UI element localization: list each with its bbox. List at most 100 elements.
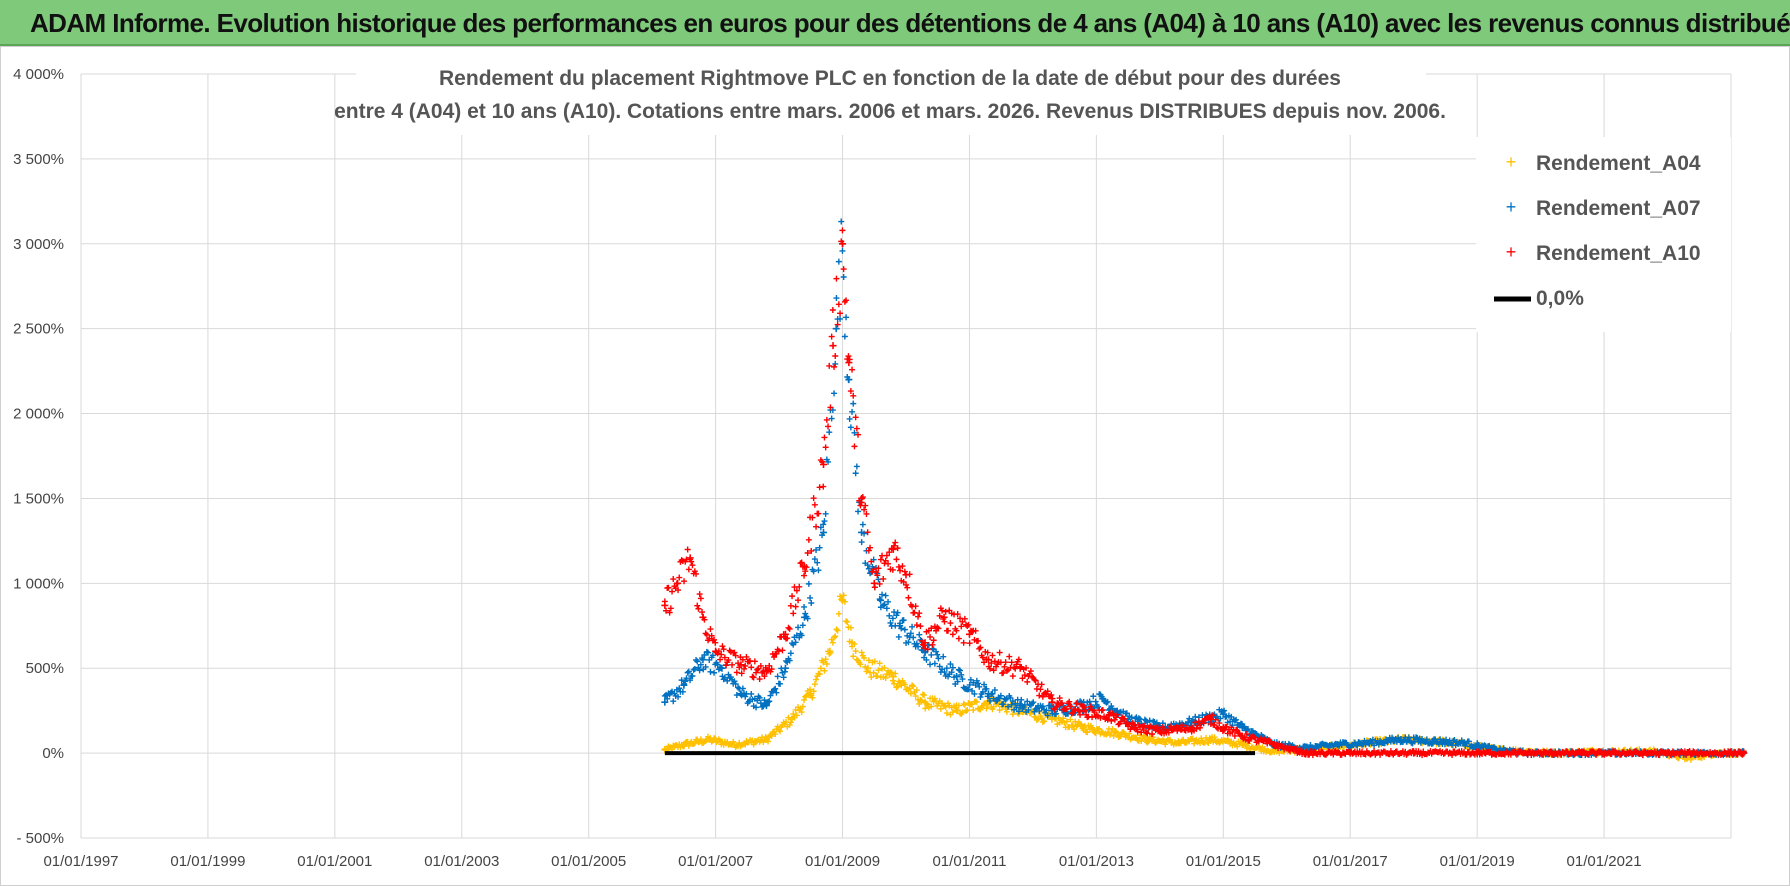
data-point: [963, 707, 970, 714]
data-point: [981, 681, 988, 688]
data-point: [877, 556, 884, 563]
data-point: [894, 545, 901, 552]
data-point: [1121, 715, 1128, 722]
data-point: [1032, 677, 1039, 684]
x-tick-label: 01/01/2015: [1186, 853, 1261, 870]
data-point: [1108, 729, 1115, 736]
data-point: [915, 643, 922, 650]
data-point: [1191, 740, 1198, 747]
x-tick-label: 01/01/1997: [43, 853, 118, 870]
data-point: [975, 680, 982, 687]
legend-label-a04: Rendement_A04: [1536, 152, 1701, 175]
data-point: [1246, 737, 1253, 744]
data-point: [819, 532, 826, 539]
data-point: [699, 609, 706, 616]
data-point: [917, 636, 924, 643]
data-point: [861, 530, 868, 537]
data-point: [810, 688, 817, 695]
data-point: [679, 688, 686, 695]
data-point: [792, 603, 799, 610]
data-point: [826, 650, 833, 657]
data-point: [826, 362, 833, 369]
data-point: [977, 644, 984, 651]
data-point: [1015, 656, 1022, 663]
data-point: [939, 607, 946, 614]
data-point: [1053, 710, 1060, 717]
data-point: [1465, 738, 1472, 745]
data-point: [917, 696, 924, 703]
data-point: [907, 630, 914, 637]
data-point: [910, 634, 917, 641]
data-point: [765, 699, 772, 706]
data-point: [754, 666, 761, 673]
data-point: [949, 664, 956, 671]
data-point: [864, 529, 871, 536]
data-point: [709, 652, 716, 659]
data-point: [870, 669, 877, 676]
data-point: [1095, 703, 1102, 710]
data-point: [891, 680, 898, 687]
data-point: [864, 562, 871, 569]
data-point: [707, 626, 714, 633]
data-point: [1107, 731, 1114, 738]
data-point: [741, 665, 748, 672]
data-point: [811, 501, 818, 508]
data-point: [771, 654, 778, 661]
data-point: [753, 704, 760, 711]
data-point: [675, 587, 682, 594]
data-point: [1740, 748, 1747, 755]
data-point: [838, 238, 845, 245]
data-point: [1150, 734, 1157, 741]
data-point: [964, 707, 971, 714]
data-point: [1162, 741, 1169, 748]
data-point: [1001, 663, 1008, 670]
data-point: [718, 664, 725, 671]
data-point: [786, 625, 793, 632]
chart-title-line2: entre 4 (A04) et 10 ans (A10). Cotations…: [334, 100, 1446, 123]
data-point: [799, 622, 806, 629]
data-point: [891, 542, 898, 549]
data-point: [1449, 752, 1456, 759]
x-tick-label: 01/01/2013: [1059, 853, 1134, 870]
data-point: [1224, 736, 1231, 743]
data-point: [705, 649, 712, 656]
data-point: [897, 567, 904, 574]
data-point: [838, 218, 845, 225]
data-point: [976, 683, 983, 690]
data-point: [1023, 664, 1030, 671]
data-point: [1044, 688, 1051, 695]
data-point: [921, 692, 928, 699]
data-point: [858, 499, 865, 506]
data-point: [1144, 730, 1151, 737]
data-point: [827, 404, 834, 411]
data-point: [739, 656, 746, 663]
legend-item-a07: + Rendement_A07: [1506, 197, 1701, 220]
data-point: [972, 627, 979, 634]
data-point: [732, 680, 739, 687]
data-point: [813, 523, 820, 530]
data-point: [861, 654, 868, 661]
data-point: [756, 694, 763, 701]
data-point: [909, 623, 916, 630]
data-point: [894, 683, 901, 690]
data-point: [815, 567, 822, 574]
data-point: [820, 659, 827, 666]
data-point: [868, 558, 875, 565]
data-point: [804, 549, 811, 556]
data-point: [832, 325, 840, 333]
data-point: [693, 570, 700, 577]
data-point: [846, 415, 853, 422]
data-point: [790, 710, 797, 717]
data-point: [899, 563, 906, 570]
data-point: [811, 556, 818, 563]
data-point: [957, 667, 964, 674]
data-point: [732, 652, 739, 659]
data-point: [1655, 752, 1662, 759]
data-point: [825, 423, 832, 430]
data-point: [882, 557, 889, 564]
data-point: [828, 333, 835, 340]
data-point: [1114, 711, 1121, 718]
data-point: [807, 594, 814, 601]
plot-area: [661, 218, 1748, 763]
data-point: [810, 495, 817, 502]
